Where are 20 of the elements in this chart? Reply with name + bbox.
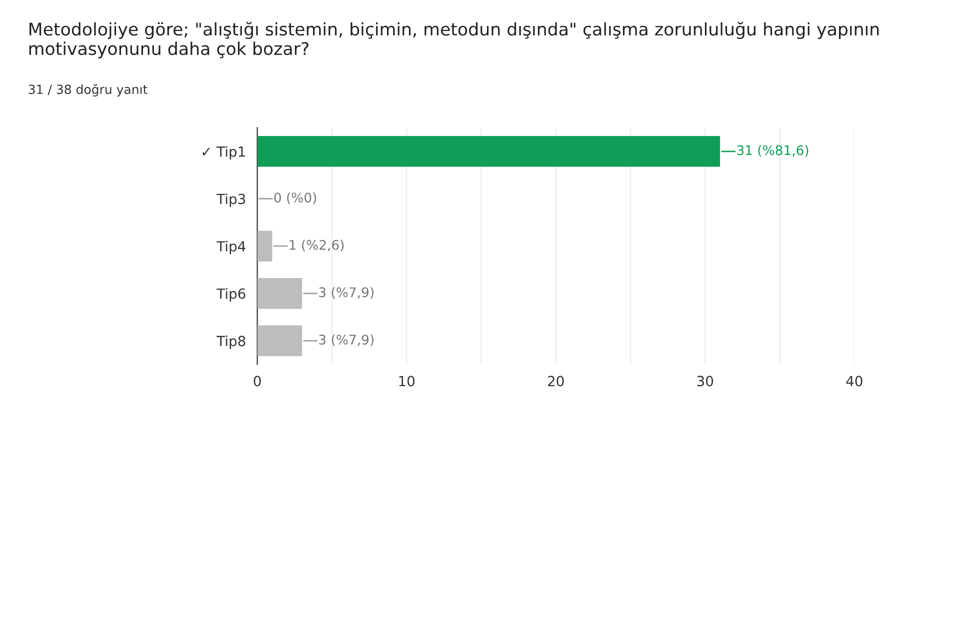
data-label: 3 (%7,9) xyxy=(319,334,374,346)
data-label: 1 (%2,6) xyxy=(290,240,344,252)
y-tick-label: Tip6 xyxy=(216,288,246,302)
chart-title: Metodolojiye göre; "alıştığı sistemin, biçimin, metodun dışında" çalışma zorunluluğu hangi yapının motivasyonunu daha çok bozar? xyxy=(29,22,879,58)
y-tick-label: ✓ Tip1 xyxy=(202,146,245,160)
bar xyxy=(257,230,272,262)
x-tick-label: 10 xyxy=(399,376,414,386)
data-label: 0 (%0) xyxy=(274,192,316,204)
x-tick-label: 40 xyxy=(846,376,862,386)
y-tick-label: Tip4 xyxy=(216,240,246,254)
x-tick-label: 30 xyxy=(697,376,714,386)
bar xyxy=(257,278,302,309)
y-tick-label: Tip3 xyxy=(216,193,246,207)
text: 31 / 38 doğru yanıt xyxy=(28,84,148,97)
bar xyxy=(257,325,302,356)
x-tick-label: 0 xyxy=(254,376,261,386)
x-tick-label: 20 xyxy=(548,376,564,386)
data-label: 31 (%81,6) xyxy=(737,145,808,157)
y-tick-label: Tip8 xyxy=(216,336,246,349)
data-label: 3 (%7,9) xyxy=(319,287,374,299)
